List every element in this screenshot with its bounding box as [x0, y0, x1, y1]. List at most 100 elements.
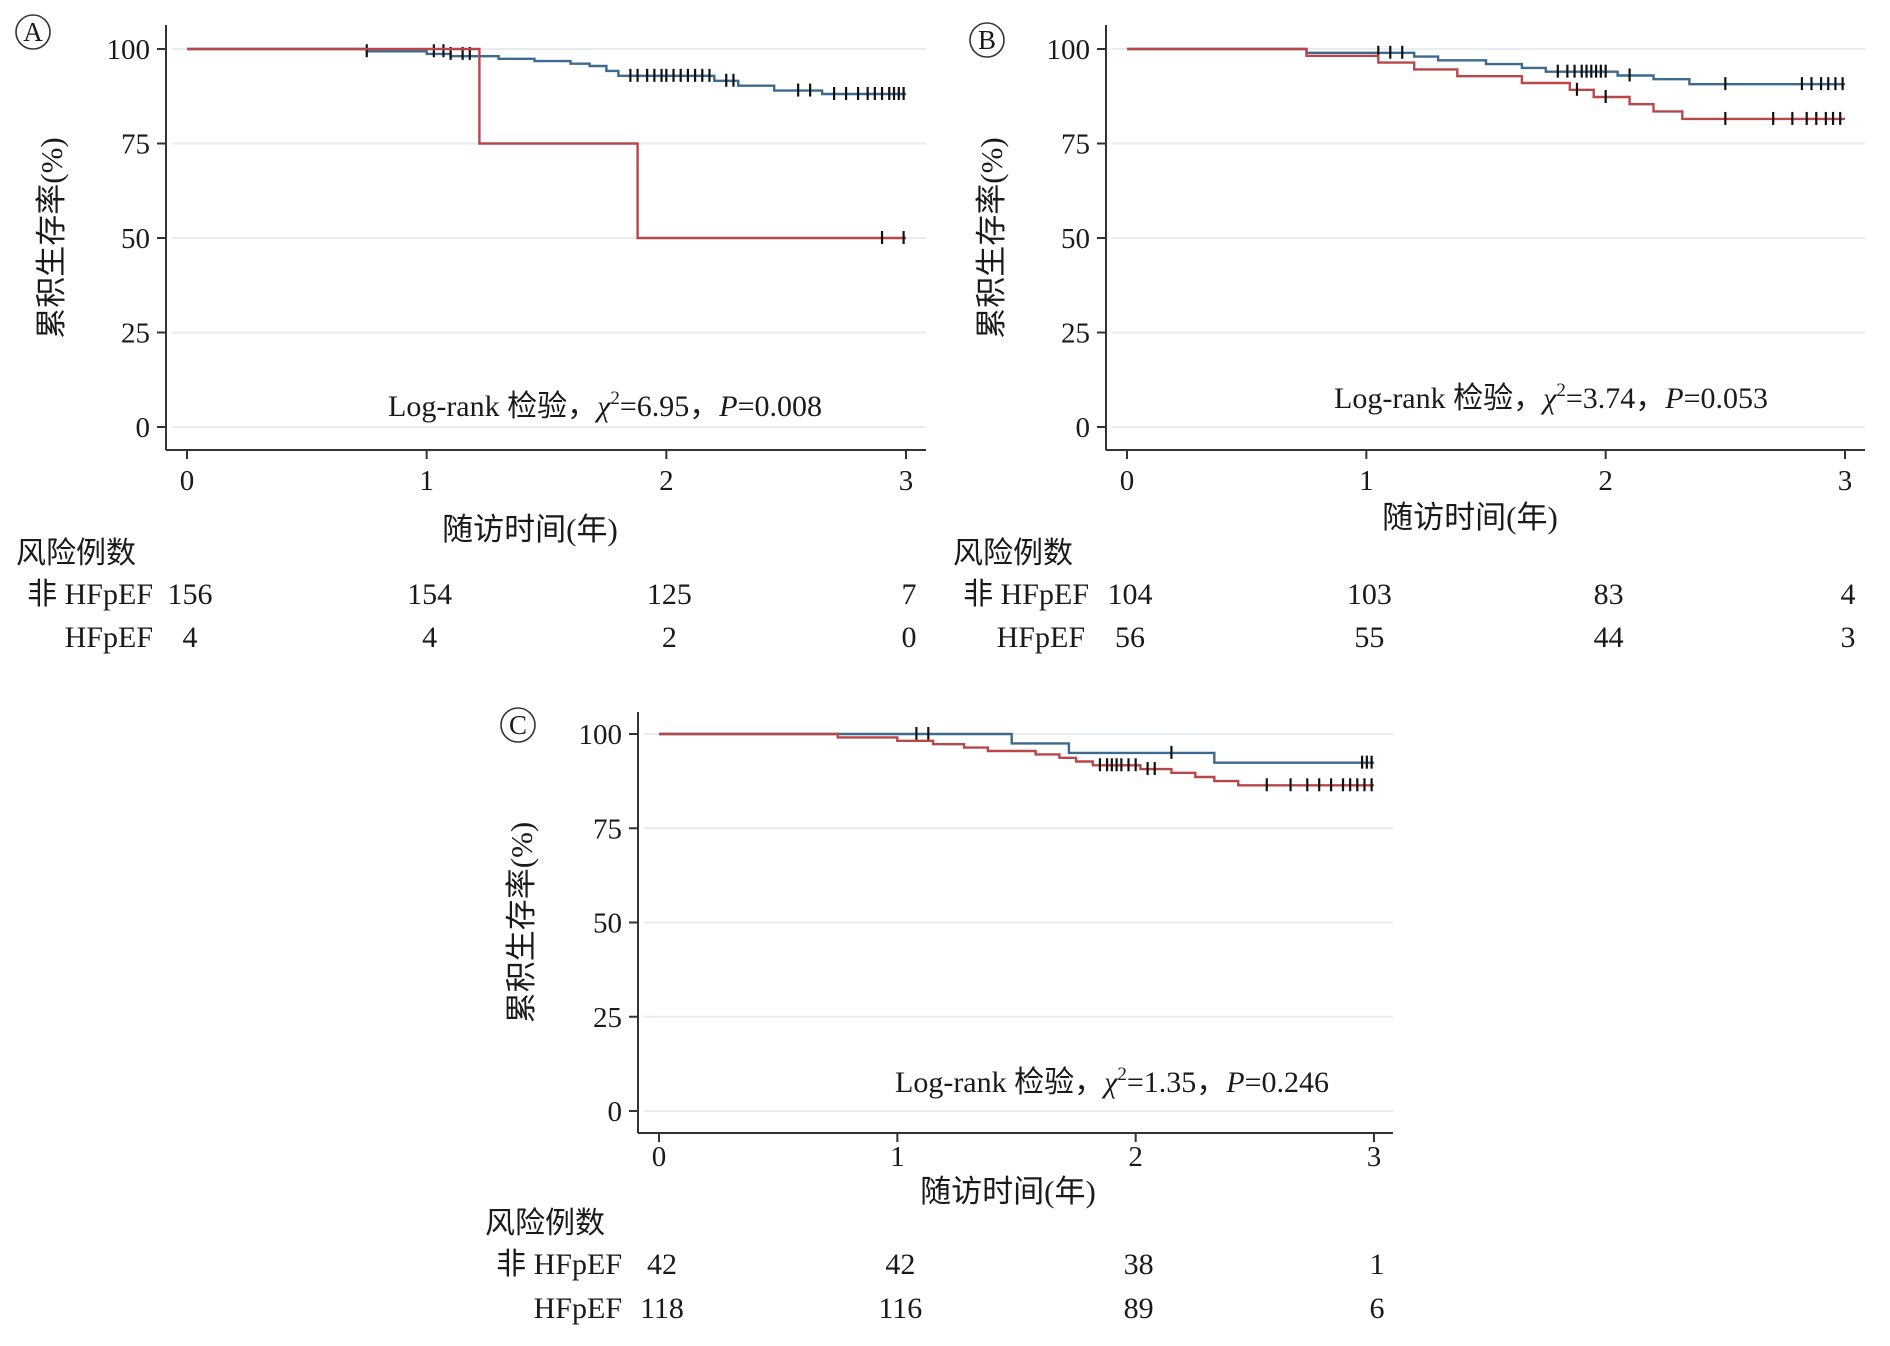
- x-tick-label: 1: [1359, 465, 1374, 497]
- logrank-annotation: Log-rank 检验，χ2=1.35，P=0.246: [895, 1064, 1329, 1099]
- risk-count: 56: [1115, 621, 1145, 654]
- y-tick-label: 0: [1076, 412, 1091, 444]
- risk-count: 4: [1841, 578, 1856, 611]
- y-tick-label: 25: [593, 1002, 622, 1034]
- annotation-text: Log-rank 检验，: [388, 390, 597, 423]
- y-tick-label: 75: [593, 813, 622, 845]
- x-tick-label: 2: [1598, 465, 1613, 497]
- y-tick-label: 0: [136, 412, 151, 444]
- annotation-text: =6.95，: [620, 390, 719, 423]
- risk-row-label: HFpEF: [534, 1292, 622, 1325]
- x-axis-label: 随访时间(年): [1382, 500, 1558, 535]
- chart-panel-c: 0 25 50 75 100 0 1 2 3 累积生存率(%) 随访时间(年) C Log-rank 检…: [485, 707, 1393, 1325]
- annotation-text: Log-rank 检验，: [1334, 382, 1543, 415]
- annotation-sup: 2: [1556, 380, 1566, 401]
- risk-table-title: 风险例数: [953, 537, 1073, 570]
- y-tick-label: 25: [121, 318, 150, 350]
- annotation-sup: 2: [1117, 1064, 1127, 1085]
- annotation-text: Log-rank 检验，: [895, 1066, 1104, 1099]
- risk-count: 55: [1354, 621, 1384, 654]
- y-tick-label: 50: [593, 908, 622, 940]
- annotation-p: P: [1225, 1066, 1244, 1099]
- survival-curve-non-hfpef: [1127, 47, 1845, 86]
- risk-count: 44: [1594, 621, 1624, 654]
- y-axis-label: 累积生存率(%): [34, 137, 69, 338]
- annotation-text: =1.35，: [1127, 1066, 1226, 1099]
- chart-panel-b: 0 25 50 75 100 0 1 2 3 累积生存率(%) 随访时间(年) B Log-rank 检…: [953, 22, 1865, 654]
- y-tick-label: 75: [1061, 129, 1090, 161]
- panel-badge: [969, 22, 1005, 58]
- risk-count: 7: [902, 578, 917, 611]
- risk-count: 38: [1124, 1248, 1154, 1281]
- risk-count: 4: [422, 621, 437, 654]
- annotation-text: =0.053: [1684, 382, 1768, 415]
- y-tick-label: 100: [1047, 34, 1091, 66]
- annotation-text: =3.74，: [1566, 382, 1665, 415]
- risk-count: 118: [640, 1292, 684, 1325]
- x-tick-label: 3: [1367, 1141, 1382, 1173]
- risk-count: 125: [647, 578, 692, 611]
- y-tick-label: 50: [121, 223, 150, 255]
- annotation-sup: 2: [610, 388, 620, 409]
- risk-count: 1: [1370, 1248, 1385, 1281]
- risk-count: 156: [168, 578, 213, 611]
- y-axis-label: 累积生存率(%): [504, 822, 539, 1023]
- risk-count: 42: [885, 1248, 915, 1281]
- x-tick-label: 0: [652, 1141, 667, 1173]
- survival-curve-hfpef: [187, 47, 906, 240]
- y-tick-label: 75: [121, 129, 150, 161]
- y-tick-label: 100: [579, 719, 623, 751]
- y-tick-label: 25: [1061, 318, 1090, 350]
- chart-panel-a: 0 25 50 75 100 0 1 2 3 累积生存率(%) 随访时间(年) A Log-rank 检…: [15, 14, 926, 654]
- panel-badge: [15, 14, 51, 50]
- panel-badge: [500, 707, 536, 743]
- x-tick-label: 2: [659, 465, 674, 497]
- survival-curve-non-hfpef: [659, 732, 1374, 764]
- risk-count: 3: [1841, 621, 1856, 654]
- x-tick-label: 1: [890, 1141, 905, 1173]
- y-tick-label: 50: [1061, 223, 1090, 255]
- risk-count: 0: [902, 621, 917, 654]
- x-tick-label: 3: [1838, 465, 1853, 497]
- logrank-annotation: Log-rank 检验，χ2=6.95，P=0.008: [388, 388, 822, 423]
- risk-count: 4: [183, 621, 198, 654]
- x-tick-label: 1: [419, 465, 434, 497]
- annotation-text: =0.246: [1245, 1066, 1329, 1099]
- logrank-annotation: Log-rank 检验，χ2=3.74，P=0.053: [1334, 380, 1768, 415]
- risk-count: 116: [878, 1292, 922, 1325]
- risk-count: 89: [1124, 1292, 1154, 1325]
- survival-curve-non-hfpef: [187, 47, 906, 96]
- risk-table-title: 风险例数: [485, 1207, 605, 1240]
- y-tick-label: 0: [608, 1096, 623, 1128]
- x-tick-label: 2: [1128, 1141, 1143, 1173]
- y-axis-label: 累积生存率(%): [974, 137, 1009, 338]
- annotation-chi: χ: [1540, 382, 1557, 415]
- annotation-text: =0.008: [738, 390, 822, 423]
- risk-row-label: HFpEF: [65, 621, 153, 654]
- risk-count: 103: [1347, 578, 1392, 611]
- risk-count: 83: [1594, 578, 1624, 611]
- risk-table-title: 风险例数: [16, 537, 136, 570]
- panel-letter: A: [23, 17, 43, 47]
- x-axis-label: 随访时间(年): [920, 1174, 1096, 1209]
- panel-letter: B: [978, 25, 996, 55]
- annotation-chi: χ: [594, 390, 611, 423]
- risk-count: 104: [1108, 578, 1153, 611]
- risk-row-label: 非 HFpEF: [963, 578, 1089, 611]
- x-tick-label: 0: [180, 465, 195, 497]
- y-tick-label: 100: [107, 34, 151, 66]
- survival-curve-hfpef: [659, 732, 1374, 787]
- annotation-p: P: [1664, 382, 1683, 415]
- risk-row-label: 非 HFpEF: [496, 1248, 622, 1281]
- risk-count: 6: [1370, 1292, 1385, 1325]
- annotation-chi: χ: [1101, 1066, 1118, 1099]
- x-tick-label: 0: [1120, 465, 1135, 497]
- panel-letter: C: [509, 710, 527, 740]
- x-tick-label: 3: [899, 465, 914, 497]
- risk-count: 154: [407, 578, 452, 611]
- risk-count: 2: [662, 621, 677, 654]
- x-axis-label: 随访时间(年): [442, 512, 618, 547]
- risk-count: 42: [647, 1248, 677, 1281]
- risk-row-label: HFpEF: [997, 621, 1085, 654]
